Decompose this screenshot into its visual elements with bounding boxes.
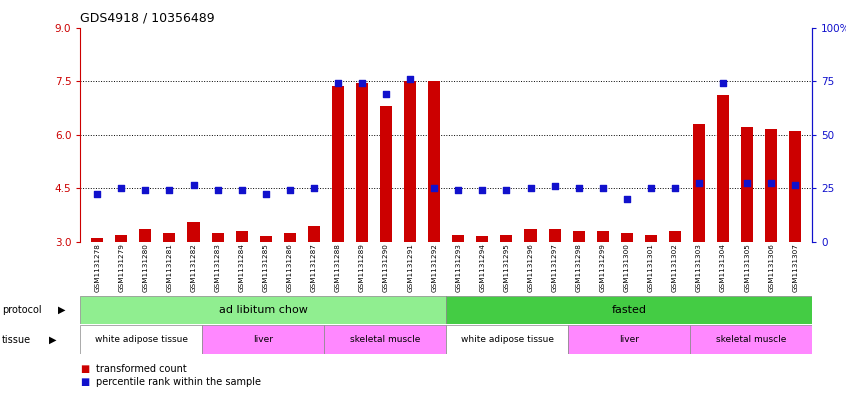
Point (235, 187, 249, 193)
Point (187, 182, 201, 188)
Point (162, 187, 176, 193)
Bar (690, 325, 812, 354)
Point (452, 187, 465, 193)
Bar (789, 131, 801, 242)
Point (475, 187, 489, 193)
Bar (447, 296, 812, 324)
Bar (140, 229, 151, 242)
Point (139, 187, 152, 193)
Text: ▶: ▶ (58, 305, 65, 315)
Point (620, 196, 634, 202)
Bar (645, 235, 656, 242)
Bar (380, 106, 392, 242)
Text: skeletal muscle: skeletal muscle (350, 335, 420, 344)
Bar (332, 86, 344, 242)
Point (331, 80, 344, 86)
Text: GDS4918 / 10356489: GDS4918 / 10356489 (80, 12, 215, 25)
Text: transformed count: transformed count (96, 364, 186, 374)
Point (644, 185, 657, 191)
Text: protocol: protocol (2, 305, 41, 315)
Bar (80, 325, 202, 354)
Point (114, 185, 128, 191)
Text: ■: ■ (80, 377, 90, 387)
Text: ■: ■ (80, 364, 90, 374)
Bar (548, 229, 561, 242)
Bar (428, 81, 440, 242)
Text: percentile rank within the sample: percentile rank within the sample (96, 377, 261, 387)
Point (524, 185, 537, 191)
Point (404, 76, 417, 83)
Bar (404, 81, 416, 242)
Bar (669, 231, 681, 242)
Point (355, 80, 369, 86)
Text: tissue: tissue (2, 334, 30, 345)
Text: skeletal muscle: skeletal muscle (716, 335, 787, 344)
Bar (236, 231, 248, 242)
Text: liver: liver (253, 335, 273, 344)
Bar (91, 238, 103, 242)
Bar (693, 124, 705, 242)
Point (427, 185, 441, 191)
Bar (476, 236, 488, 242)
Bar (573, 231, 585, 242)
Bar (260, 236, 272, 242)
Bar (324, 325, 447, 354)
Point (211, 187, 224, 193)
Text: liver: liver (619, 335, 640, 344)
Bar (453, 235, 464, 242)
Bar (80, 296, 447, 324)
Bar (717, 95, 729, 242)
Bar (621, 233, 633, 242)
Point (379, 90, 393, 97)
Point (307, 185, 321, 191)
Bar (308, 226, 320, 242)
Bar (283, 233, 296, 242)
Bar (188, 222, 200, 242)
Text: fasted: fasted (612, 305, 646, 315)
Point (259, 190, 272, 196)
Point (283, 187, 297, 193)
Bar (356, 83, 368, 242)
Point (91, 190, 104, 196)
Point (596, 185, 609, 191)
Bar (163, 233, 175, 242)
Point (572, 185, 585, 191)
Bar (501, 235, 513, 242)
Bar (202, 325, 324, 354)
Point (500, 187, 514, 193)
Text: white adipose tissue: white adipose tissue (95, 335, 188, 344)
Bar (766, 129, 777, 242)
Bar (569, 325, 690, 354)
Text: white adipose tissue: white adipose tissue (461, 335, 554, 344)
Point (740, 180, 754, 186)
Bar (596, 231, 609, 242)
Bar (115, 235, 127, 242)
Point (668, 185, 682, 191)
Bar (447, 325, 569, 354)
Point (548, 183, 562, 189)
Point (717, 80, 730, 86)
Point (788, 182, 802, 188)
Point (765, 180, 778, 186)
Point (692, 180, 706, 186)
Bar (525, 229, 536, 242)
Text: ad libitum chow: ad libitum chow (219, 305, 308, 315)
Bar (212, 233, 223, 242)
Bar (741, 127, 753, 242)
Text: ▶: ▶ (49, 334, 57, 345)
